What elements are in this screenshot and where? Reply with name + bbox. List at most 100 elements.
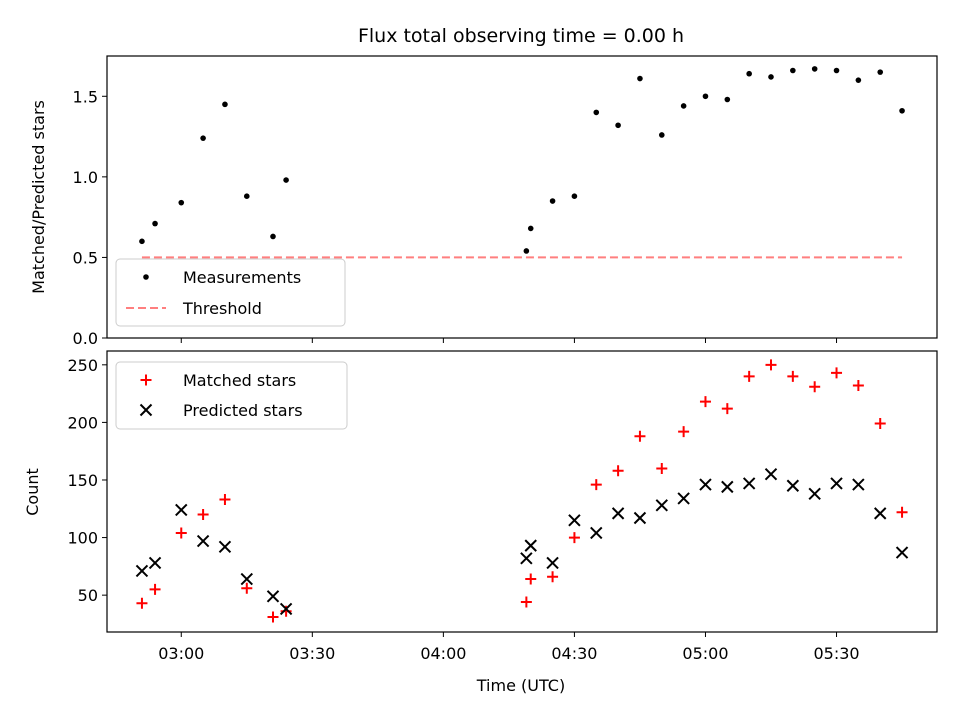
top-y-axis-label: Matched/Predicted stars: [29, 100, 48, 294]
x-tick-label: 03:30: [289, 644, 335, 663]
bottom-y-tick-label: 250: [67, 356, 98, 375]
measurement-point: [527, 225, 534, 232]
top-legend: Measurements Threshold: [115, 258, 346, 327]
predicted-point: [524, 539, 537, 552]
legend-predicted-marker: [139, 403, 153, 417]
predicted-point: [520, 552, 533, 565]
matched-point: [568, 532, 580, 544]
predicted-point: [196, 534, 210, 548]
x-tick-label: 05:30: [813, 644, 859, 663]
top-plot-frame: [106, 55, 938, 339]
bottom-y-tick-label: 100: [67, 529, 98, 548]
matched-point: [787, 370, 799, 382]
matched-point: [219, 494, 231, 506]
matched-point: [743, 370, 755, 382]
top-y-tick-label: 0.5: [73, 248, 98, 267]
measurement-point: [811, 66, 818, 72]
measurement-point: [152, 220, 158, 227]
matched-point: [590, 479, 602, 491]
measurement-point: [571, 193, 578, 199]
bottom-legend: Matched stars Predicted stars: [115, 361, 348, 430]
measurement-point: [790, 67, 796, 74]
predicted-point: [764, 468, 778, 481]
predicted-point: [721, 480, 734, 494]
matched-point: [197, 509, 209, 521]
predicted-point: [590, 526, 603, 540]
measurement-point: [200, 135, 206, 141]
matched-point: [136, 597, 148, 609]
measurement-point: [637, 75, 643, 82]
matched-point: [765, 359, 777, 371]
x-tick-label: 03:00: [158, 644, 204, 663]
matched-point: [852, 380, 864, 392]
matched-point: [280, 605, 292, 617]
legend-measurements-label: Measurements: [183, 268, 301, 287]
bottom-plot-frame: [106, 350, 938, 633]
predicted-point: [611, 507, 625, 520]
measurement-point: [523, 248, 530, 254]
bottom-y-axis-label: Count: [23, 468, 42, 516]
bottom-panel: 50 100 150 200 250 03:00 03:30 04:00 04:30 05:00…: [23, 350, 938, 695]
legend-predicted-label: Predicted stars: [183, 401, 303, 420]
measurement-point: [593, 109, 600, 116]
matched-point: [634, 430, 646, 442]
predicted-point: [699, 478, 712, 491]
top-panel: 0.0 0.5 1.0 1.5 Matched/Predicted stars Mea…: [29, 55, 938, 348]
matched-point: [267, 611, 279, 623]
measurement-point: [658, 132, 665, 138]
predicted-point: [786, 479, 800, 492]
measurement-point: [680, 103, 687, 109]
top-y-tick-label: 0.0: [73, 329, 98, 348]
predicted-point: [633, 511, 647, 525]
predicted-point: [135, 564, 149, 578]
x-axis-label: Time (UTC): [476, 676, 565, 695]
matched-point: [241, 582, 253, 594]
measurement-point: [283, 177, 289, 183]
measurement-point: [139, 238, 145, 245]
matched-point: [612, 465, 624, 477]
measurement-point: [549, 198, 556, 204]
predicted-point: [279, 602, 293, 616]
top-legend-box: [115, 258, 346, 327]
matched-point: [678, 426, 690, 438]
measurement-point: [702, 93, 709, 100]
legend-threshold-label: Threshold: [182, 299, 262, 318]
predicted-point: [895, 546, 909, 559]
measurement-point: [855, 77, 862, 83]
predicted-point: [240, 572, 253, 586]
predicted-point: [808, 487, 821, 501]
matched-point: [547, 571, 559, 583]
matched-point: [699, 396, 711, 408]
measurement-point: [270, 233, 276, 240]
measurement-point: [243, 193, 250, 199]
chart-title: Flux total observing time = 0.00 h: [358, 25, 684, 47]
bottom-legend-box: [115, 361, 348, 430]
matched-point: [525, 573, 537, 585]
matched-point: [656, 462, 668, 474]
legend-matched-marker: [140, 374, 152, 386]
measurement-point: [222, 101, 228, 108]
top-y-tick-label: 1.0: [73, 168, 98, 187]
bottom-y-tick-label: 200: [67, 413, 98, 432]
matched-point: [896, 506, 908, 518]
measurement-point: [178, 199, 185, 206]
predicted-point: [830, 477, 843, 490]
predicted-point: [148, 556, 162, 570]
x-tick-label: 04:30: [551, 644, 597, 663]
measurement-point: [746, 70, 752, 77]
x-tick-label: 05:00: [682, 644, 728, 663]
predicted-point: [874, 507, 887, 520]
legend-measurements-marker: [143, 274, 149, 280]
predicted-point: [266, 590, 280, 603]
predicted-point: [677, 492, 690, 505]
bottom-y-tick-label: 50: [78, 586, 98, 605]
measurement-point: [615, 122, 621, 129]
matched-point: [721, 403, 733, 415]
matched-point: [874, 418, 886, 430]
predicted-point: [175, 503, 188, 517]
measurement-point: [768, 74, 774, 80]
measurement-point: [833, 67, 840, 74]
predicted-point: [546, 556, 559, 570]
predicted-point: [655, 499, 668, 512]
